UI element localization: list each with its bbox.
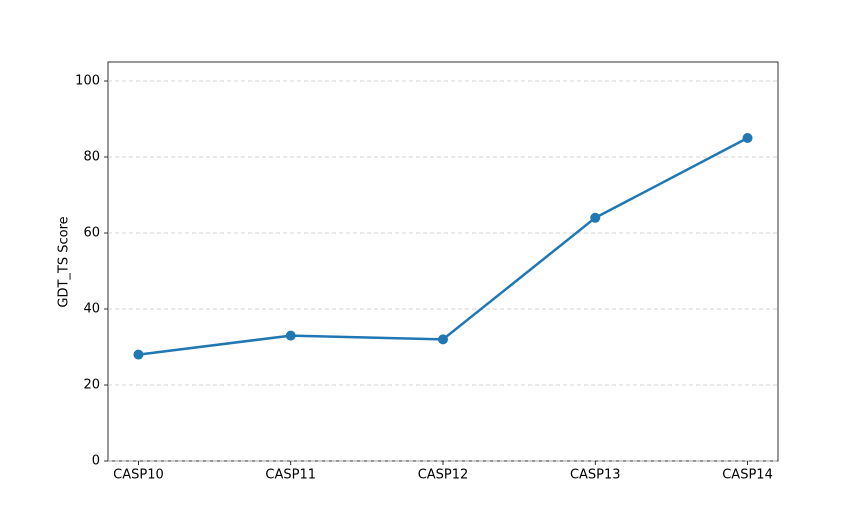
y-tick-label: 40 (83, 302, 100, 317)
y-tick-label: 0 (92, 454, 100, 469)
plot-frame (107, 61, 779, 462)
y-tick-label: 20 (83, 378, 100, 393)
data-point (590, 212, 601, 223)
x-tick-label: CASP13 (570, 468, 621, 483)
data-point (742, 133, 753, 143)
y-tick-label: 80 (83, 150, 100, 165)
data-line (138, 136, 749, 356)
data-point (133, 349, 144, 360)
x-tick-label: CASP12 (418, 468, 469, 483)
x-tick-label: CASP11 (265, 468, 316, 483)
y-tick-label: 100 (75, 74, 100, 89)
x-tick-label: CASP10 (113, 468, 164, 483)
x-tick-label: CASP14 (722, 468, 773, 483)
data-point (438, 334, 448, 345)
data-point (285, 330, 296, 341)
y-tick-label: 60 (83, 226, 100, 241)
y-axis-label: GDT_TS Score (57, 216, 72, 307)
